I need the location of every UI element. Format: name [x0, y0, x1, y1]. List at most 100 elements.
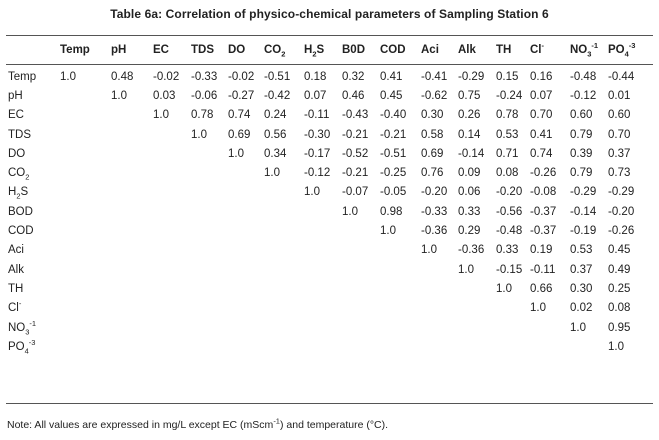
row-header-base: CO: [8, 167, 26, 180]
correlation-cell: [58, 125, 109, 144]
correlation-cell: -0.56: [496, 205, 523, 218]
correlation-cell: -0.30: [304, 128, 331, 141]
correlation-cell: [262, 337, 302, 356]
row-header-subscript: 2: [16, 191, 21, 201]
correlation-cell: [494, 299, 528, 318]
correlation-cell: [340, 221, 378, 240]
correlation-cell: -0.12: [304, 167, 331, 180]
correlation-cell: -0.26: [530, 167, 557, 180]
column-header-base: H: [304, 44, 313, 56]
row-header-base: NO: [8, 321, 26, 334]
correlation-cell: [189, 260, 226, 279]
column-header-base: Temp: [60, 44, 90, 56]
correlation-cell: -0.41: [421, 70, 448, 83]
header-top-rule: [6, 35, 653, 36]
correlation-cell: 0.78: [191, 109, 214, 122]
correlation-cell: 0.95: [608, 321, 631, 334]
correlation-cell: 0.29: [458, 225, 481, 238]
table-title: Table 6a: Correlation of physico-chemica…: [110, 7, 549, 21]
correlation-cell: [58, 202, 109, 221]
table-row: Aci 1.0 -0.36 0.33 0.19 0.53 0.45: [6, 241, 653, 260]
correlation-cell: -0.27: [228, 89, 255, 102]
correlation-cell: 0.14: [458, 128, 481, 141]
correlation-cell: 1.0: [458, 263, 474, 276]
correlation-cell: 0.30: [421, 109, 444, 122]
correlation-cell: [494, 318, 528, 337]
correlation-cell: -0.21: [380, 128, 407, 141]
correlation-cell: [58, 144, 109, 163]
correlation-cell: [302, 299, 340, 318]
correlation-cell: 0.02: [570, 302, 593, 315]
correlation-cell: [302, 221, 340, 240]
correlation-cell: [189, 337, 226, 356]
row-header-base: PO: [8, 340, 25, 353]
column-header-base: PO: [608, 44, 625, 56]
row-header-base: Aci: [8, 244, 24, 257]
correlation-cell: 0.60: [608, 109, 631, 122]
correlation-cell: [58, 260, 109, 279]
correlation-cell: -0.51: [380, 147, 407, 160]
correlation-cell: [456, 337, 494, 356]
correlation-cell: [109, 299, 151, 318]
correlation-cell: -0.12: [570, 89, 597, 102]
correlation-cell: 0.69: [421, 147, 444, 160]
column-header-base: EC: [153, 44, 169, 56]
correlation-cell: [109, 106, 151, 125]
column-header: Temp: [58, 36, 109, 64]
row-header-base: H: [8, 186, 17, 199]
table-bottom-rule: [6, 403, 653, 404]
column-header: pH: [109, 36, 151, 64]
correlation-cell: 0.58: [421, 128, 444, 141]
correlation-cell: [302, 279, 340, 298]
correlation-cell: -0.06: [191, 89, 218, 102]
column-header-base: Cl: [530, 44, 542, 56]
correlation-cell: -0.48: [570, 70, 597, 83]
footnote-text: Note: All values are expressed in mg/L e…: [7, 419, 274, 431]
column-header-base: TDS: [191, 44, 214, 56]
column-header: TH: [494, 36, 528, 64]
correlation-cell: 0.66: [530, 282, 553, 295]
correlation-cell: [262, 299, 302, 318]
correlation-cell: [109, 318, 151, 337]
correlation-cell: 0.09: [458, 167, 481, 180]
correlation-cell: [151, 163, 189, 182]
row-header-base: BOD: [8, 205, 33, 218]
correlation-cell: [151, 144, 189, 163]
correlation-cell: -0.42: [264, 89, 291, 102]
correlation-cell: [226, 163, 262, 182]
column-header: PO4-3: [606, 36, 653, 64]
correlation-cell: [226, 221, 262, 240]
correlation-cell: [151, 318, 189, 337]
correlation-cell: [340, 260, 378, 279]
row-header: TH: [6, 279, 58, 298]
correlation-cell: [151, 221, 189, 240]
correlation-cell: 1.0: [570, 321, 586, 334]
table-row: EC 1.0 0.78 0.74 0.24 -0.11 -0.43 -0.40 0.30 0.26…: [6, 106, 653, 125]
correlation-cell: [568, 337, 606, 356]
correlation-cell: [151, 260, 189, 279]
row-header-base: TDS: [8, 128, 31, 141]
row-header: EC: [6, 106, 58, 125]
correlation-cell: 0.78: [496, 109, 519, 122]
row-header-subscript: 2: [25, 172, 30, 182]
correlation-cell: -0.20: [421, 186, 448, 199]
table-row: H2S 1.0 -0.07 -0.05 -0.20 0.06 -0.20 -0.08 -0.29…: [6, 183, 653, 202]
correlation-cell: [109, 260, 151, 279]
correlation-cell: -0.20: [608, 205, 635, 218]
row-header-base: COD: [8, 225, 34, 238]
correlation-cell: 0.18: [304, 70, 327, 83]
correlation-cell: [419, 318, 456, 337]
correlation-cell: 1.0: [60, 70, 76, 83]
correlation-cell: -0.15: [496, 263, 523, 276]
correlation-cell: [58, 318, 109, 337]
correlation-cell: [58, 241, 109, 260]
correlation-cell: -0.05: [380, 186, 407, 199]
correlation-cell: 0.33: [496, 244, 519, 257]
correlation-cell: 0.01: [608, 89, 631, 102]
column-header: H2S: [302, 36, 340, 64]
row-header: CO2: [6, 163, 58, 182]
table-row: PO4-3 1.0: [6, 337, 653, 356]
column-header: Cl-: [528, 36, 568, 64]
correlation-cell: [262, 260, 302, 279]
correlation-cell: [262, 318, 302, 337]
